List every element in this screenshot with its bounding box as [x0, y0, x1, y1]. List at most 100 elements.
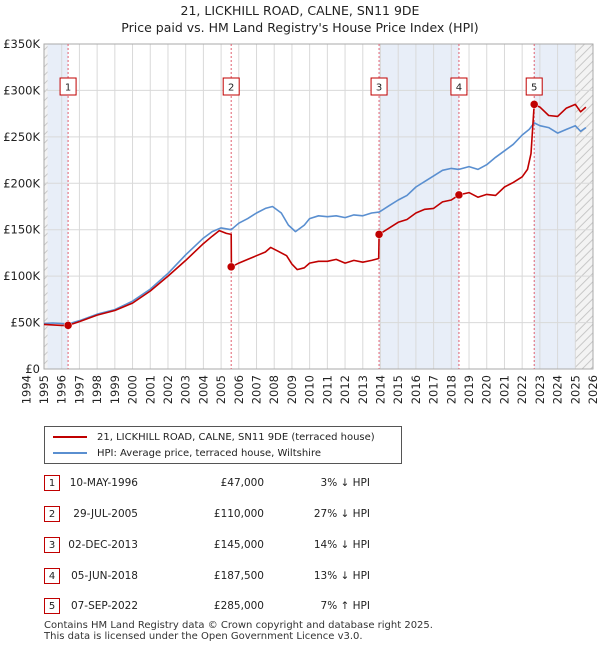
x-tick-label: 2014 — [373, 375, 387, 404]
hatched-range — [575, 44, 593, 369]
x-tick-label: 2015 — [391, 375, 405, 404]
footer-line2: This data is licensed under the Open Gov… — [44, 631, 363, 642]
plot-frame — [43, 43, 594, 370]
sale-number-box — [222, 77, 240, 96]
transaction-price: £187,500 — [213, 570, 264, 582]
legend-item-hpi: HPI: Average price, terraced house, Wilt… — [53, 445, 321, 461]
sale-number-label: 5 — [531, 83, 537, 94]
x-tick-label: 2000 — [126, 375, 140, 404]
footer-line1: Contains HM Land Registry data © Crown c… — [44, 620, 433, 631]
x-tick-label: 2007 — [250, 375, 264, 404]
price-chart: £0 £50K £100K £150K £200K £250K £300K £350K 1994… — [3, 37, 600, 404]
x-tick-label: 2026 — [586, 375, 600, 404]
transaction-number: 3 — [44, 537, 60, 553]
x-tick-label: 2010 — [303, 375, 317, 404]
chart-legend: 21, LICKHILL ROAD, CALNE, SN11 9DE (terr… — [44, 426, 402, 464]
transaction-price: £285,000 — [213, 600, 264, 612]
legend-swatch-property — [53, 436, 87, 438]
sale-number-box — [59, 77, 77, 96]
transaction-hpi-diff: 3% ↓ HPI — [320, 477, 370, 489]
y-tick-label: £200K — [3, 176, 40, 190]
x-tick-label: 2024 — [551, 375, 565, 404]
transaction-hpi-diff: 14% ↓ HPI — [313, 539, 370, 551]
y-tick-label: £50K — [11, 316, 41, 330]
y-tick-label: £350K — [3, 37, 40, 51]
transaction-price: £47,000 — [220, 477, 264, 489]
transaction-date: 02-DEC-2013 — [68, 539, 138, 551]
sale-number-box — [370, 77, 388, 96]
transaction-price: £110,000 — [213, 508, 264, 520]
legend-label-hpi: HPI: Average price, terraced house, Wilt… — [97, 447, 321, 459]
x-tick-label: 1998 — [90, 375, 104, 404]
x-tick-label: 2020 — [480, 375, 494, 404]
transaction-price: £145,000 — [213, 539, 264, 551]
hpi-series-line — [43, 122, 587, 325]
transaction-date: 29-JUL-2005 — [73, 508, 138, 520]
legend-label-property: 21, LICKHILL ROAD, CALNE, SN11 9DE (terr… — [97, 431, 375, 443]
legend-item-property: 21, LICKHILL ROAD, CALNE, SN11 9DE (terr… — [53, 429, 375, 445]
x-tick-label: 2011 — [320, 375, 334, 404]
transaction-number: 5 — [44, 598, 60, 614]
sale-point — [226, 262, 236, 272]
x-tick-label: 1999 — [108, 375, 122, 404]
legend-swatch-hpi — [53, 452, 87, 454]
y-tick-label: £250K — [3, 130, 40, 144]
x-tick-label: 2005 — [214, 375, 228, 404]
x-tick-label: 1994 — [19, 375, 33, 404]
sale-number-label: 4 — [456, 83, 462, 94]
sale-point — [529, 100, 539, 109]
x-tick-label: 1996 — [55, 375, 69, 404]
x-tick-label: 2013 — [356, 375, 370, 404]
transaction-date: 07-SEP-2022 — [70, 600, 138, 612]
hatched-range — [44, 44, 48, 369]
shaded-band — [44, 44, 69, 369]
x-tick-label: 2016 — [409, 375, 423, 404]
transaction-number: 1 — [44, 475, 60, 491]
x-tick-label: 2019 — [462, 375, 476, 404]
x-tick-label: 1997 — [72, 375, 86, 404]
transaction-number: 2 — [44, 506, 60, 522]
y-tick-label: £150K — [3, 223, 40, 237]
chart-title-line1: 21, LICKHILL ROAD, CALNE, SN11 9DE — [180, 3, 420, 18]
x-tick-label: 2012 — [338, 375, 352, 404]
sale-number-label: 3 — [376, 83, 382, 94]
x-tick-label: 2021 — [497, 375, 511, 404]
sale-point — [454, 190, 464, 200]
y-tick-label: £0 — [25, 362, 40, 376]
x-tick-label: 2006 — [232, 375, 246, 404]
transaction-date: 05-JUN-2018 — [71, 570, 138, 582]
x-tick-label: 2004 — [196, 375, 210, 404]
sale-point — [63, 321, 73, 330]
x-tick-label: 2017 — [427, 375, 441, 404]
property-series-line — [43, 103, 587, 327]
y-tick-label: £300K — [3, 83, 40, 97]
shaded-band — [379, 44, 459, 369]
x-tick-label: 2003 — [179, 375, 193, 404]
chart-title-line2: Price paid vs. HM Land Registry's House … — [121, 20, 479, 35]
transaction-row: 1 10-MAY-1996 £47,000 3% ↓ HPI — [0, 473, 600, 495]
sale-number-box — [525, 77, 543, 96]
footer-attribution: Contains HM Land Registry data © Crown c… — [44, 620, 433, 642]
x-tick-label: 2002 — [161, 375, 175, 404]
x-tick-label: 2008 — [267, 375, 281, 404]
sale-number-label: 2 — [228, 83, 234, 94]
sale-number-label: 1 — [65, 83, 71, 94]
transaction-row: 5 07-SEP-2022 £285,000 7% ↑ HPI — [0, 596, 600, 618]
y-tick-label: £100K — [3, 269, 40, 283]
transaction-hpi-diff: 7% ↑ HPI — [320, 600, 370, 612]
x-tick-label: 2022 — [515, 375, 529, 404]
plot-area — [44, 44, 593, 369]
transaction-row: 3 02-DEC-2013 £145,000 14% ↓ HPI — [0, 535, 600, 557]
x-tick-label: 2025 — [568, 375, 582, 404]
transaction-row: 2 29-JUL-2005 £110,000 27% ↓ HPI — [0, 504, 600, 526]
transaction-number: 4 — [44, 568, 60, 584]
transaction-hpi-diff: 13% ↓ HPI — [313, 570, 370, 582]
sale-number-box — [450, 77, 468, 96]
transaction-hpi-diff: 27% ↓ HPI — [313, 508, 370, 520]
transaction-row: 4 05-JUN-2018 £187,500 13% ↓ HPI — [0, 566, 600, 588]
x-tick-label: 2018 — [444, 375, 458, 404]
x-tick-label: 2001 — [143, 375, 157, 404]
sale-point — [374, 230, 384, 239]
x-tick-label: 1995 — [37, 375, 51, 404]
